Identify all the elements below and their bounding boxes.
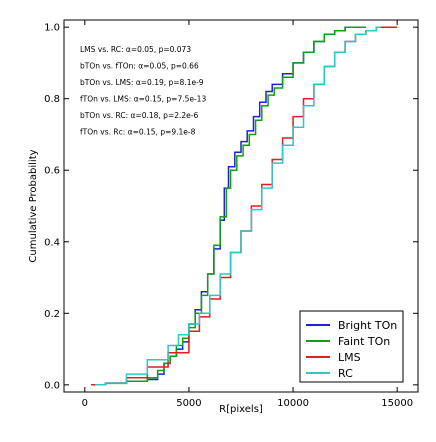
annotation-line: bTOn vs. RC: α=0.18, p=2.2e-6 [80,111,198,120]
legend-box [299,310,404,383]
legend-entry: Bright TOn [338,319,397,332]
legend-entry: Faint TOn [338,335,390,348]
y-tick-label: 0.6 [44,166,60,177]
y-tick-label: 1.0 [44,23,60,34]
legend-entry: RC [338,367,353,380]
x-tick-label: 15000 [381,398,413,409]
series-line-faint-ton [95,26,366,386]
y-tick-label: 0.2 [44,309,60,320]
annotation-line: fTOn vs. Rc: α=0.15, p=9.1e-8 [80,128,196,137]
series-line-rc [95,26,381,386]
y-tick-label: 0.4 [44,237,60,248]
annotation-line: fTOn vs. LMS: α=0.15, p=7.5e-13 [80,95,206,104]
legend: Bright TOn Faint TOn LMS RC [299,310,404,383]
y-tick-label: 0.0 [44,380,60,391]
annotation-line: bTOn vs. LMS: α=0.19, p=8.1e-9 [80,78,204,87]
annotation-line: bTOn vs. fTOn: α=0.05, p=0.66 [80,62,199,71]
series-layer [91,26,398,386]
y-tick-label: 0.8 [44,94,60,105]
ticks-layer: 0 5000 10000 15000 0.0 0.2 0.4 0.6 0.8 1.0 [44,20,418,409]
annotation-line: LMS vs. RC: α=0.05, p=0.073 [80,45,191,54]
legend-entry: LMS [338,351,361,364]
x-tick-label: 0 [82,398,88,409]
x-tick-label: 10000 [277,398,309,409]
x-tick-label: 5000 [176,398,201,409]
y-axis-label: Cumulative Probability [28,149,39,262]
x-axis-label: R[pixels] [219,404,263,415]
annotations: LMS vs. RC: α=0.05, p=0.073 bTOn vs. fTOn… [80,45,206,137]
